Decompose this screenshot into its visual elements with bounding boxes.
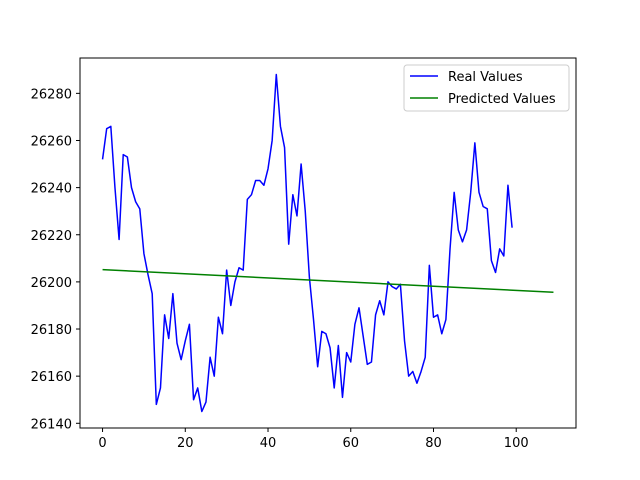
- legend-box: [403, 64, 570, 112]
- y-axis: 26140 26160 26180 26200 26220 26240 26260 26280: [31, 87, 80, 432]
- x-tick-label: 100: [504, 436, 529, 451]
- y-tick-label: 26180: [31, 323, 72, 338]
- y-tick-label: 26160: [31, 370, 72, 385]
- series-layer: [101, 73, 554, 413]
- y-tick-label: 26240: [31, 182, 72, 197]
- y-tick-label: 26200: [31, 276, 72, 291]
- x-tick-label: 80: [425, 436, 442, 451]
- x-tick-label: 20: [177, 436, 194, 451]
- x-tick-label: 60: [342, 436, 359, 451]
- y-tick-label: 26280: [31, 87, 72, 102]
- y-tick-label: 26220: [31, 229, 72, 244]
- y-tick-label: 26140: [31, 417, 72, 432]
- legend-label: Predicted Values: [448, 92, 556, 107]
- legend-label: Real Values: [448, 70, 523, 85]
- legend: Real Values Predicted Values: [403, 64, 570, 112]
- y-tick-label: 26260: [31, 134, 72, 149]
- x-axis: 0 20 40 60 80 100: [98, 428, 529, 451]
- series-line-real-values: [101, 73, 513, 413]
- x-tick-label: 0: [98, 436, 106, 451]
- x-tick-label: 40: [260, 436, 277, 451]
- series-line-predicted-values: [102, 268, 554, 293]
- plot-frame: [79, 57, 577, 429]
